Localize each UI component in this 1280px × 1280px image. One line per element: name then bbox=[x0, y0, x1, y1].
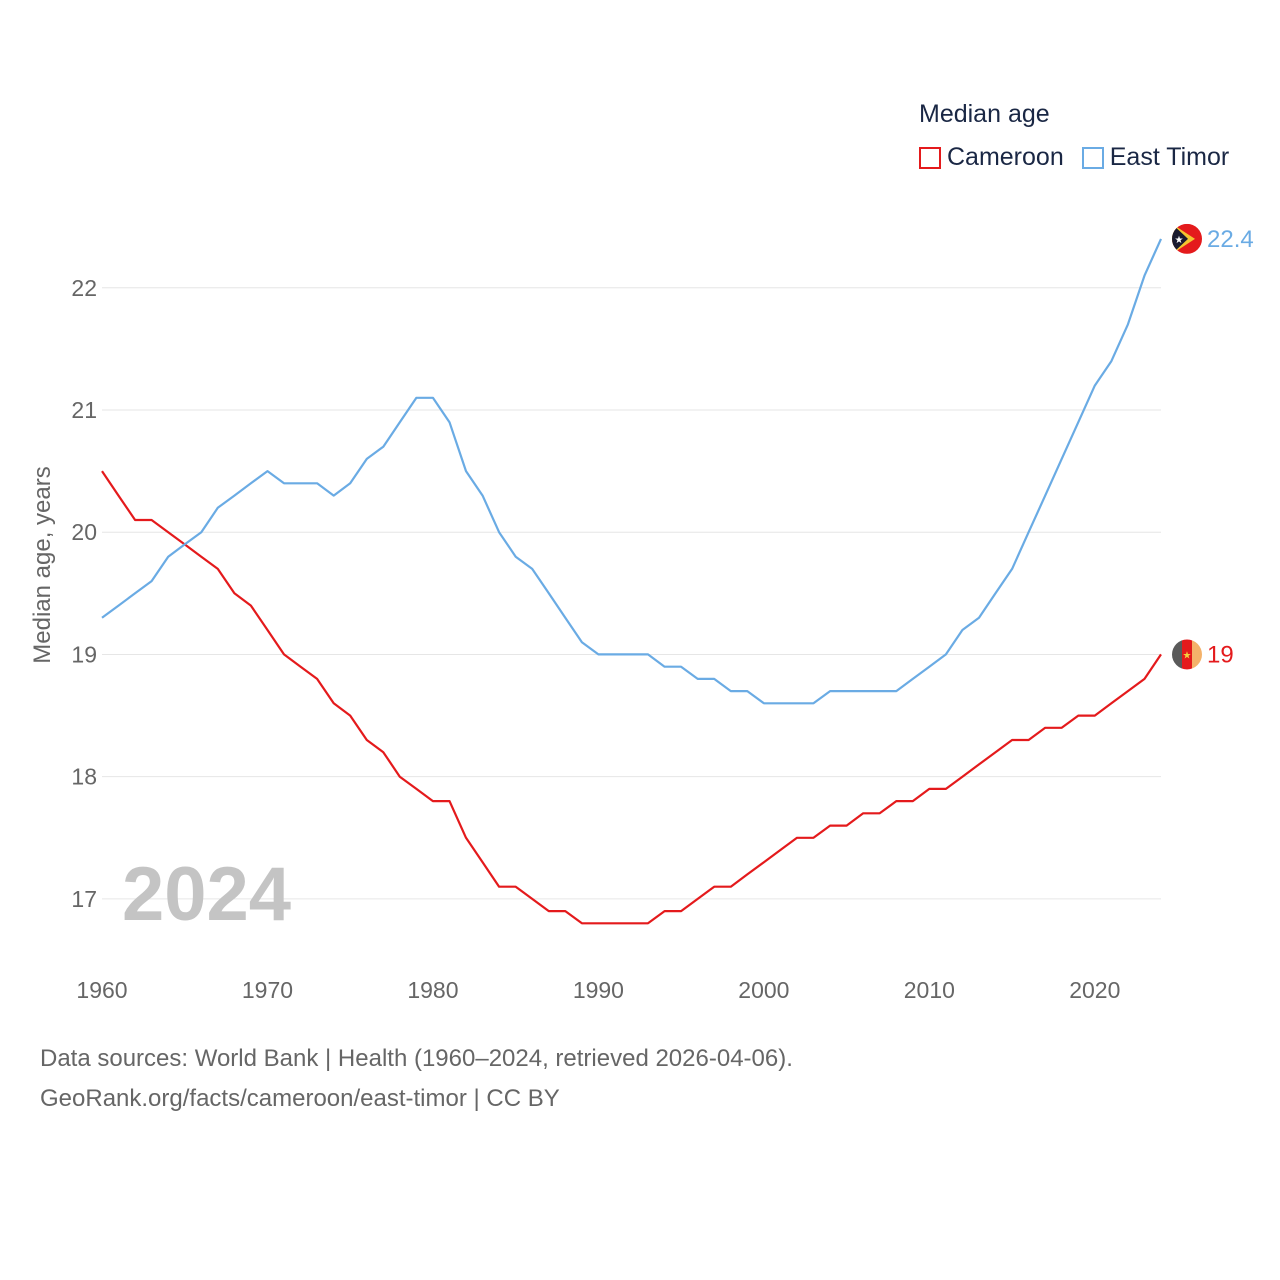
flag-stripe-green bbox=[1172, 639, 1182, 670]
legend-swatch-east-timor bbox=[1081, 146, 1104, 169]
flag-body-cameroon: ★ bbox=[1172, 639, 1202, 670]
x-tick-label-1980: 1980 bbox=[407, 977, 458, 1003]
end-label-east-timor: 22.4 bbox=[1207, 226, 1254, 253]
y-tick-label-19: 19 bbox=[71, 641, 97, 667]
legend-label-cameroon: Cameroon bbox=[947, 143, 1064, 171]
year-watermark-layer: 2024 bbox=[122, 852, 291, 937]
y-tick-label-20: 20 bbox=[71, 519, 97, 545]
series-lines bbox=[101, 238, 1163, 925]
legend: Cameroon East Timor bbox=[919, 143, 1247, 172]
cameroon-flag-icon: ★ bbox=[1172, 639, 1202, 670]
footer-sources: Data sources: World Bank | Health (1960–… bbox=[40, 1045, 793, 1072]
y-tick-label-21: 21 bbox=[71, 397, 97, 423]
flag-star: ★ bbox=[1183, 650, 1192, 661]
flag-stripe-yellow bbox=[1192, 639, 1202, 670]
flag-body-east-timor: ★ bbox=[1172, 223, 1202, 254]
end-label-cameroon: 19 bbox=[1207, 641, 1234, 668]
y-tick-label-17: 17 bbox=[71, 886, 97, 912]
end-markers: ★ 19 ★ 22.4 bbox=[1172, 223, 1254, 670]
gridlines bbox=[102, 287, 1161, 900]
x-tick-label-1960: 1960 bbox=[76, 977, 127, 1003]
x-tick-label-2020: 2020 bbox=[1069, 977, 1120, 1003]
y-axis-label: Median age, years bbox=[29, 466, 56, 663]
legend-label-east-timor: East Timor bbox=[1109, 143, 1230, 171]
y-tick-label-18: 18 bbox=[71, 764, 97, 790]
legend-title: Median age bbox=[919, 100, 1050, 128]
x-tick-label-2010: 2010 bbox=[904, 977, 955, 1003]
flag-star: ★ bbox=[1175, 235, 1184, 246]
flag-stripe-red bbox=[1182, 639, 1192, 670]
x-tick-label-1970: 1970 bbox=[242, 977, 293, 1003]
x-tick-label-2000: 2000 bbox=[738, 977, 789, 1003]
legend-item-cameroon[interactable]: Cameroon bbox=[919, 143, 1064, 172]
legend-item-east-timor[interactable]: East Timor bbox=[1081, 143, 1230, 172]
x-tick-label-1990: 1990 bbox=[573, 977, 624, 1003]
axes: 17 18 19 20 21 22 1960 1970 1980 1990 2000 2010 2020… bbox=[29, 275, 1120, 1003]
y-tick-label-22: 22 bbox=[71, 275, 97, 301]
series-line-east-timor bbox=[101, 238, 1163, 705]
flag-triangle-black bbox=[1172, 223, 1188, 254]
footer-attribution[interactable]: GeoRank.org/facts/cameroon/east-timor | … bbox=[40, 1085, 560, 1112]
year-watermark: 2024 bbox=[122, 852, 291, 937]
legend-swatch-cameroon bbox=[919, 146, 941, 169]
east-timor-flag-icon: ★ bbox=[1172, 223, 1202, 254]
series-line-cameroon bbox=[101, 470, 1162, 925]
